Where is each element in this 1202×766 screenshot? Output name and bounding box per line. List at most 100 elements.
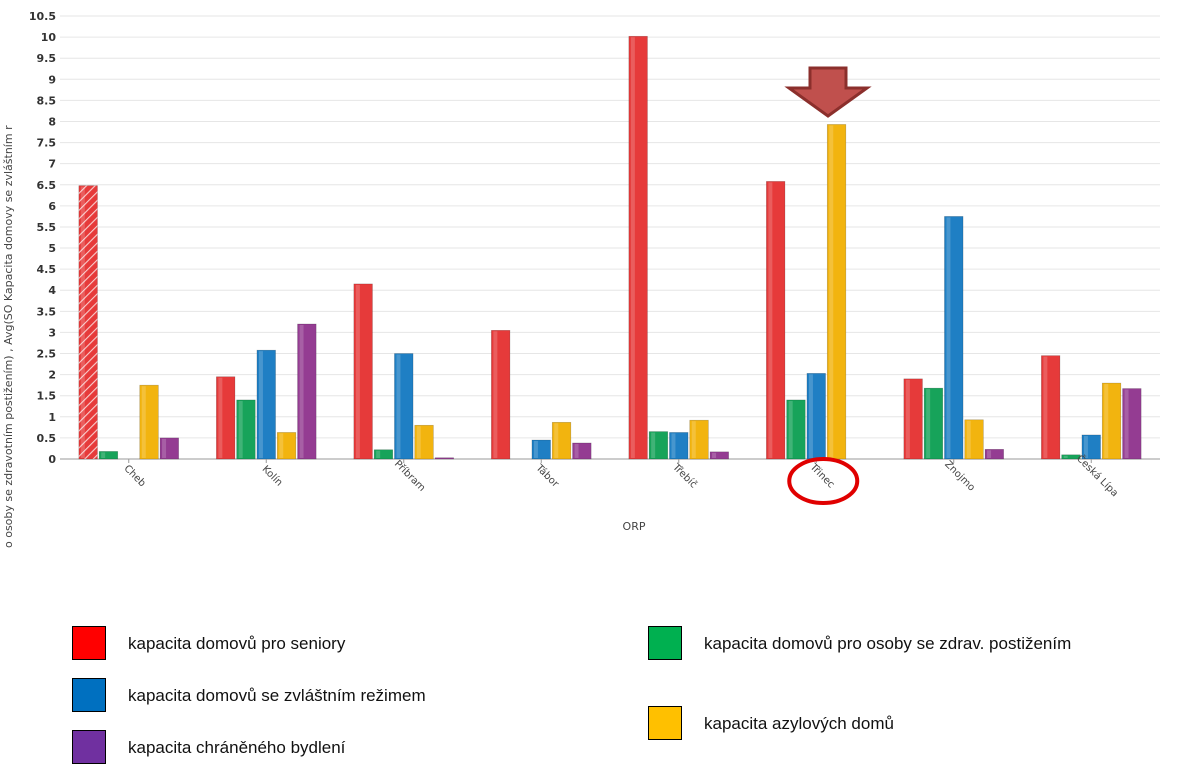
bar-asylum-0	[139, 384, 159, 460]
legend-asylum-swatch	[648, 706, 682, 740]
bar-disabled-1	[236, 399, 256, 460]
legend-seniors-label: kapacita domovů pro seniory	[128, 634, 346, 653]
legend-special: kapacita domovů se zvláštním režimem	[72, 678, 426, 714]
bar-seniors-6	[903, 378, 923, 460]
bar-asylum-6	[964, 419, 984, 460]
legend-sheltered: kapacita chráněného bydlení	[72, 730, 345, 766]
y-tick-label: 0	[48, 453, 56, 466]
y-tick-label: 9.5	[37, 52, 57, 65]
legend-seniors-swatch	[72, 626, 106, 660]
bar-shine	[808, 374, 813, 458]
y-tick-label: 2	[48, 369, 56, 382]
bar-seniors-4	[628, 35, 648, 460]
bar-chart: 0 0.5 1 1.5 2 2.5 3 3.5 4 4.5 5 5.5 6 6.5 7 7.5 8 8.5 9 9.5…	[2, 10, 1160, 548]
bar-disabled-6	[923, 387, 944, 460]
bar-shine	[1083, 435, 1088, 458]
y-tick-label: 9	[48, 73, 56, 86]
bar-disabled-7	[1061, 454, 1081, 460]
y-tick-label: 1.5	[37, 390, 57, 403]
y-tick-label: 5	[48, 242, 56, 255]
bar-shine	[493, 331, 498, 458]
bar-disabled-4	[648, 431, 669, 460]
legend-asylum: kapacita azylových domů	[648, 706, 894, 742]
bar-asylum-1	[276, 432, 297, 460]
legend-special-label: kapacita domovů se zvláštním režimem	[128, 686, 426, 705]
y-tick-label: 5.5	[37, 221, 57, 234]
bar-seniors-7	[1041, 355, 1061, 460]
bar-seniors-1	[216, 376, 236, 460]
bar-shine	[829, 125, 834, 458]
bar-shine	[768, 182, 773, 459]
bar-shine	[651, 432, 656, 458]
bar-shine	[80, 186, 85, 458]
bar-shine	[355, 284, 360, 458]
bar-shine	[258, 351, 263, 458]
bar-shine	[1124, 389, 1129, 458]
bar-shine	[905, 379, 910, 458]
y-tick-label: 8.5	[37, 94, 57, 107]
bar-shine	[101, 452, 106, 458]
y-tick-label: 3.5	[37, 305, 57, 318]
y-axis-label: o osoby se zdravotním postižením) , Avg(…	[2, 125, 15, 548]
x-tick-label: Kolín	[260, 463, 286, 489]
down-arrow-annotation	[784, 66, 872, 118]
y-tick-label: 6	[48, 200, 56, 213]
bar-shine	[926, 389, 931, 458]
bar-shine	[299, 324, 304, 458]
bar-shine	[218, 377, 223, 458]
bar-shine	[712, 452, 717, 458]
y-tick-label: 4.5	[37, 263, 57, 276]
bar-seniors-5	[766, 181, 786, 460]
y-tick-label: 8	[48, 115, 56, 128]
bar-shine	[396, 354, 401, 458]
bar-sheltered-2	[434, 457, 454, 460]
y-tick-label: 7.5	[37, 137, 57, 150]
bar-shine	[1043, 356, 1048, 458]
highlight-circle-annotation	[787, 457, 860, 505]
y-tick-label: 1	[48, 411, 56, 424]
bar-disabled-5	[786, 399, 806, 460]
y-tick-label: 2.5	[37, 348, 57, 361]
bars	[78, 35, 1142, 460]
legend-disabled: kapacita domovů pro osoby se zdrav. post…	[648, 626, 1146, 662]
legend-disabled-swatch	[648, 626, 682, 660]
bar-sheltered-1	[297, 323, 317, 460]
bar-shine	[279, 433, 284, 458]
y-tick-label: 6.5	[37, 179, 57, 192]
bar-sheltered-4	[709, 451, 729, 460]
bar-asylum-3	[551, 421, 572, 460]
bar-seniors-2	[353, 283, 373, 460]
bar-shine	[376, 450, 381, 458]
y-tick-label: 3	[48, 326, 56, 339]
x-tick-label: Třinec	[807, 460, 837, 490]
legend-disabled-label: kapacita domovů pro osoby se zdrav. post…	[704, 634, 1072, 653]
bar-shine	[788, 400, 793, 458]
legend-sheltered-swatch	[72, 730, 106, 764]
bar-shine	[416, 426, 421, 458]
bar-seniors-3	[491, 330, 511, 460]
bar-seniors-0	[78, 185, 98, 460]
x-tick-label: Znojmo	[942, 459, 977, 494]
x-tick-label: Příbram	[392, 458, 428, 494]
gridlines	[60, 15, 1160, 460]
x-axis-label: ORP	[623, 520, 646, 533]
bar-asylum-4	[689, 419, 709, 460]
y-tick-label: 4	[48, 284, 56, 297]
bar-sheltered-6	[984, 448, 1004, 460]
bar-disabled-0	[98, 451, 119, 460]
x-tick-label: Třebíč	[670, 461, 700, 491]
bar-shine	[987, 450, 992, 458]
y-tick-label: 7	[48, 158, 56, 171]
bar-asylum-7	[1101, 382, 1122, 460]
bar-shine	[141, 386, 146, 458]
legend-asylum-label: kapacita azylových domů	[704, 714, 894, 733]
bar-shine	[162, 438, 167, 458]
bar-shine	[691, 421, 696, 458]
bar-asylum-2	[414, 424, 434, 460]
bar-shine	[1104, 384, 1109, 458]
legend-special-swatch	[72, 678, 106, 712]
bar-disabled-2	[373, 449, 394, 460]
x-tick-label: Cheb	[121, 463, 147, 489]
bar-sheltered-3	[572, 442, 592, 460]
bar-shine	[671, 433, 676, 458]
